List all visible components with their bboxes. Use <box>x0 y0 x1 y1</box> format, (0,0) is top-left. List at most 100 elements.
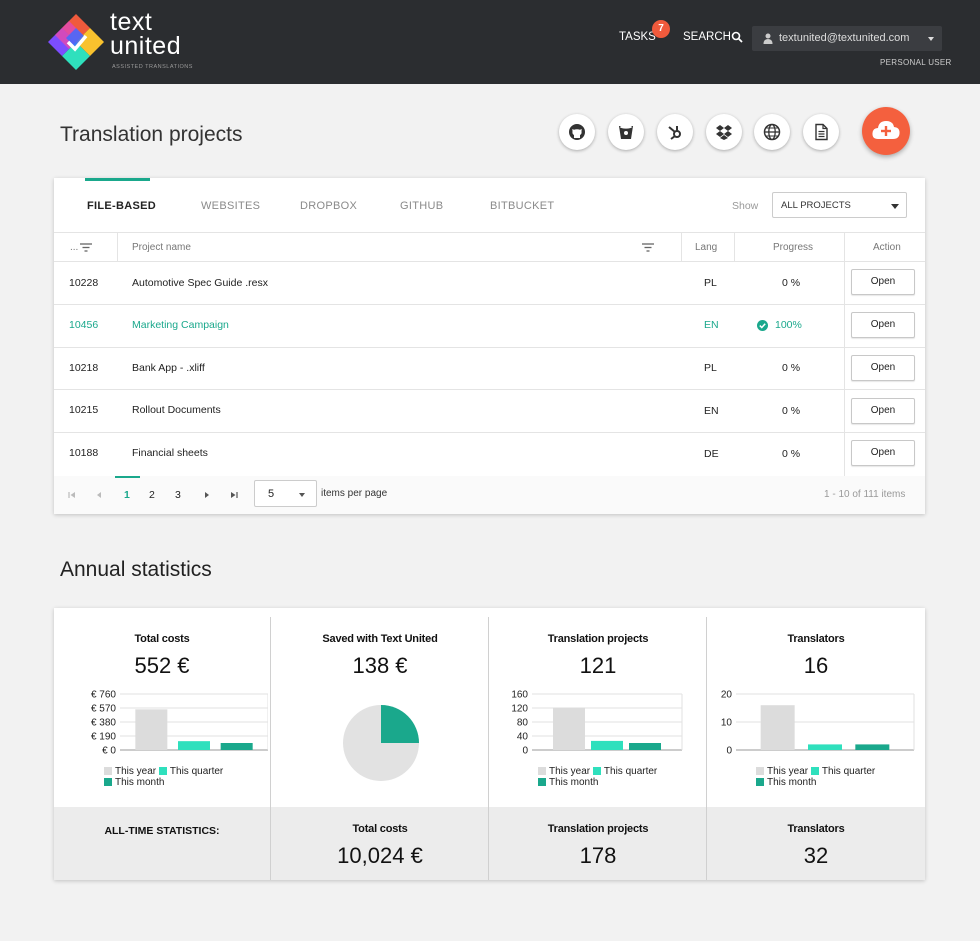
project-id: 10215 <box>69 404 99 416</box>
divider <box>270 617 271 880</box>
logo-wordmark: text united <box>110 8 182 60</box>
text-united-logo[interactable] <box>46 12 106 72</box>
project-name[interactable]: Rollout Documents <box>132 404 221 416</box>
tasks-link[interactable]: TASKS <box>619 31 656 43</box>
divider <box>706 617 707 880</box>
website-integration-button[interactable] <box>754 114 790 150</box>
items-range-label: 1 - 10 of 111 items <box>824 489 906 500</box>
tab-bitbucket[interactable]: BITBUCKET <box>490 200 555 212</box>
legend-this-month: This month <box>767 777 817 788</box>
column-header-id: ... <box>70 242 79 253</box>
alltime-label: ALL-TIME STATISTICS: <box>104 825 220 837</box>
translators-value: 16 <box>803 653 829 678</box>
project-lang: DE <box>704 448 719 460</box>
next-page-icon[interactable] <box>203 492 211 498</box>
y-tick-label: € 760 <box>91 690 116 701</box>
y-tick-label: € 190 <box>91 732 116 743</box>
user-role: PERSONAL USER <box>880 58 952 67</box>
bar-this-year <box>553 707 585 750</box>
show-label: Show <box>732 200 759 212</box>
tab-file-based[interactable]: FILE-BASED <box>87 200 156 212</box>
bar-this-year <box>760 705 795 750</box>
divider <box>488 617 489 880</box>
bitbucket-integration-button[interactable] <box>608 114 644 150</box>
document-integration-button[interactable] <box>803 114 839 150</box>
tab-github[interactable]: GITHUB <box>400 200 444 212</box>
first-page-icon[interactable] <box>68 492 76 498</box>
hubspot-icon <box>668 126 681 140</box>
project-lang: PL <box>704 362 717 374</box>
project-progress: 0 % <box>782 277 801 289</box>
open-button[interactable]: Open <box>851 269 915 295</box>
project-id: 10188 <box>69 447 99 459</box>
project-name[interactable]: Automotive Spec Guide .resx <box>132 277 268 289</box>
page-title: Translation projects <box>60 123 243 146</box>
divider <box>54 304 925 305</box>
legend-swatch-year <box>104 767 112 775</box>
project-filter-value: ALL PROJECTS <box>781 200 851 211</box>
project-lang: EN <box>704 405 719 417</box>
translators-label: Translators <box>787 633 845 645</box>
column-header-progress: Progress <box>773 242 814 253</box>
user-icon <box>763 33 773 44</box>
divider <box>117 232 118 261</box>
divider <box>54 432 925 433</box>
chart-legend: This year This quarter This month <box>538 766 657 788</box>
pie-slice-saved <box>381 705 419 743</box>
bar-this-quarter <box>808 744 842 750</box>
alltime-translators-label: Translators <box>787 823 845 835</box>
tab-dropbox[interactable]: DROPBOX <box>300 200 358 212</box>
items-per-page-select[interactable]: 5 <box>254 480 317 507</box>
alltime-costs-label: Total costs <box>352 823 408 835</box>
search-link[interactable]: SEARCH <box>683 31 731 43</box>
saved-label: Saved with Text United <box>322 633 438 645</box>
bar-this-month <box>629 743 661 750</box>
upload-project-button[interactable] <box>862 107 910 155</box>
github-icon <box>569 124 585 140</box>
hubspot-integration-button[interactable] <box>657 114 693 150</box>
column-header-lang: Lang <box>695 242 718 253</box>
legend-this-quarter: This quarter <box>169 766 224 777</box>
page-2-button[interactable]: 2 <box>149 489 155 501</box>
legend-this-month: This month <box>549 777 599 788</box>
open-button[interactable]: Open <box>851 312 915 338</box>
user-menu[interactable]: textunited@textunited.com <box>752 26 942 51</box>
github-integration-button[interactable] <box>559 114 595 150</box>
tasks-count-badge: 7 <box>652 20 670 38</box>
open-button[interactable]: Open <box>851 440 915 466</box>
search-icon[interactable] <box>731 31 743 43</box>
chart-legend: This year This quarter This month <box>756 766 875 788</box>
project-name[interactable]: Bank App - .xliff <box>132 362 205 374</box>
page-3-button[interactable]: 3 <box>175 489 181 501</box>
project-name[interactable]: Financial sheets <box>132 447 208 459</box>
last-page-icon[interactable] <box>230 492 238 498</box>
stats-title: Annual statistics <box>60 558 212 581</box>
bar-this-year <box>135 709 168 750</box>
filter-icon[interactable] <box>642 243 654 252</box>
project-id: 10456 <box>69 319 99 331</box>
projects-chart: 0 40 80 120 160 <box>511 690 683 757</box>
divider <box>681 232 682 261</box>
filter-icon[interactable] <box>80 243 92 252</box>
y-tick-label: 120 <box>511 704 528 715</box>
y-tick-label: 10 <box>721 718 733 729</box>
open-button[interactable]: Open <box>851 355 915 381</box>
project-name[interactable]: Marketing Campaign <box>132 319 229 331</box>
legend-this-year: This year <box>549 766 591 777</box>
legend-swatch-quarter <box>592 767 601 775</box>
translators-chart: 0 10 20 <box>721 690 915 757</box>
total-costs-value: 552 € <box>134 653 190 678</box>
project-lang: EN <box>704 319 719 331</box>
tab-websites[interactable]: WEBSITES <box>201 200 261 212</box>
check-circle-icon <box>757 320 768 331</box>
page-1-button[interactable]: 1 <box>124 489 130 501</box>
open-button[interactable]: Open <box>851 398 915 424</box>
divider <box>54 261 925 262</box>
project-id: 10218 <box>69 362 99 374</box>
project-progress: 0 % <box>782 448 801 460</box>
previous-page-icon[interactable] <box>95 492 103 498</box>
project-filter-select[interactable]: ALL PROJECTS <box>772 192 907 218</box>
dropbox-integration-button[interactable] <box>706 114 742 150</box>
projects-label: Translation projects <box>547 633 649 645</box>
divider <box>54 389 925 390</box>
